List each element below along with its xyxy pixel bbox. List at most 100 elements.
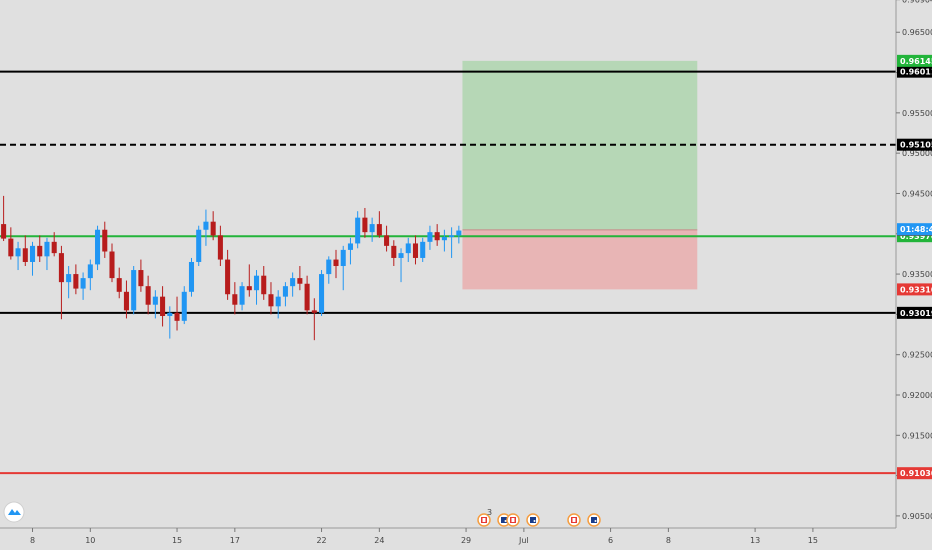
- candle: [8, 227, 14, 260]
- candle: [66, 266, 72, 299]
- candle: [116, 267, 122, 299]
- price-tick-label: 0.95500: [902, 109, 932, 118]
- price-tag-line-2: 0.93019: [897, 306, 932, 319]
- candle: [290, 272, 296, 297]
- candle: [58, 245, 64, 320]
- time-tick-label: 29: [461, 536, 471, 545]
- candle: [304, 275, 310, 315]
- candle: [44, 237, 50, 271]
- candle: [261, 266, 267, 300]
- candle: [347, 237, 353, 265]
- horizontal-levels: [0, 70, 896, 475]
- candle: [37, 235, 43, 262]
- price-tick-label: 0.96904: [902, 0, 932, 5]
- time-tick-label: 15: [172, 536, 182, 545]
- candle: [188, 257, 195, 297]
- time-tick-label: 22: [316, 536, 326, 545]
- candle: [311, 298, 317, 341]
- candle: [123, 280, 129, 319]
- position-zones: [462, 60, 698, 290]
- time-tick-label: 6: [608, 536, 613, 545]
- candle: [87, 259, 93, 291]
- price-tick-label: 0.93500: [902, 270, 932, 279]
- au-flag-icon[interactable]: [587, 513, 601, 527]
- candles-group: [1, 195, 462, 341]
- candle: [145, 275, 151, 315]
- candle: [1, 195, 7, 242]
- candle: [210, 211, 216, 241]
- candle: [22, 235, 28, 267]
- price-tick-label: 0.90500: [902, 512, 932, 521]
- candle: [319, 270, 325, 316]
- candle: [326, 256, 332, 284]
- candle: [29, 241, 36, 276]
- candle: [174, 296, 180, 331]
- candle: [297, 266, 303, 291]
- svg-text:01:48:47: 01:48:47: [900, 225, 932, 234]
- price-tick-label: 0.92000: [902, 391, 932, 400]
- ca-flag-icon[interactable]: [477, 513, 491, 527]
- event-badge-count: 3: [487, 508, 492, 517]
- candle: [225, 249, 231, 300]
- price-tag-target: 0.96145: [897, 54, 932, 67]
- candle: [217, 225, 223, 267]
- time-axis[interactable]: 8 10 15 17 22 24 29 Jul 6 8 13 15: [30, 528, 818, 545]
- candle: [456, 225, 462, 244]
- candle: [441, 229, 447, 252]
- candle: [282, 282, 288, 307]
- svg-text:0.96145: 0.96145: [900, 57, 932, 66]
- candle: [152, 290, 158, 319]
- candle: [275, 290, 281, 319]
- candle: [333, 249, 339, 279]
- candle: [181, 286, 187, 325]
- time-tick-label: 8: [666, 536, 671, 545]
- price-tick-label: 0.92500: [902, 351, 932, 360]
- ca-flag-icon[interactable]: [567, 513, 581, 527]
- candle: [131, 266, 137, 315]
- candle: [412, 235, 419, 265]
- candle: [398, 248, 404, 283]
- candle: [449, 227, 455, 258]
- loss-zone[interactable]: [462, 229, 698, 290]
- au-flag-icon[interactable]: [526, 513, 540, 527]
- ca-flag-icon[interactable]: [506, 513, 520, 527]
- svg-text:0.93019: 0.93019: [900, 309, 932, 318]
- candle: [73, 264, 79, 295]
- candle: [434, 224, 440, 246]
- candle: [362, 207, 368, 238]
- candle: [239, 282, 245, 311]
- price-tag-extra-1: 01:48:47: [897, 223, 932, 236]
- economic-events[interactable]: 3: [477, 508, 601, 527]
- candle: [232, 282, 238, 315]
- price-tag-line-0: 0.96011: [897, 65, 932, 78]
- candle: [427, 225, 433, 250]
- tradingview-logo-icon[interactable]: [3, 501, 25, 523]
- svg-text:0.95105: 0.95105: [900, 141, 932, 150]
- price-tag-line-1: 0.95105: [897, 138, 932, 151]
- candle: [203, 209, 209, 246]
- candle: [95, 225, 101, 271]
- price-tick-label: 0.95000: [902, 149, 932, 158]
- candle: [246, 264, 252, 297]
- time-tick-label: 13: [750, 536, 760, 545]
- price-tick-label: 0.94500: [902, 189, 932, 198]
- time-tick-label: 8: [30, 536, 35, 545]
- candle: [369, 217, 375, 242]
- candle: [51, 232, 57, 257]
- candle: [160, 286, 166, 327]
- candle: [355, 211, 361, 249]
- candle: [405, 237, 411, 262]
- svg-text:0.96011: 0.96011: [900, 68, 932, 77]
- candle: [109, 243, 115, 283]
- candle: [80, 272, 86, 300]
- candle: [384, 225, 390, 252]
- candle: [391, 240, 397, 267]
- price-tick-label: 0.96500: [902, 28, 932, 37]
